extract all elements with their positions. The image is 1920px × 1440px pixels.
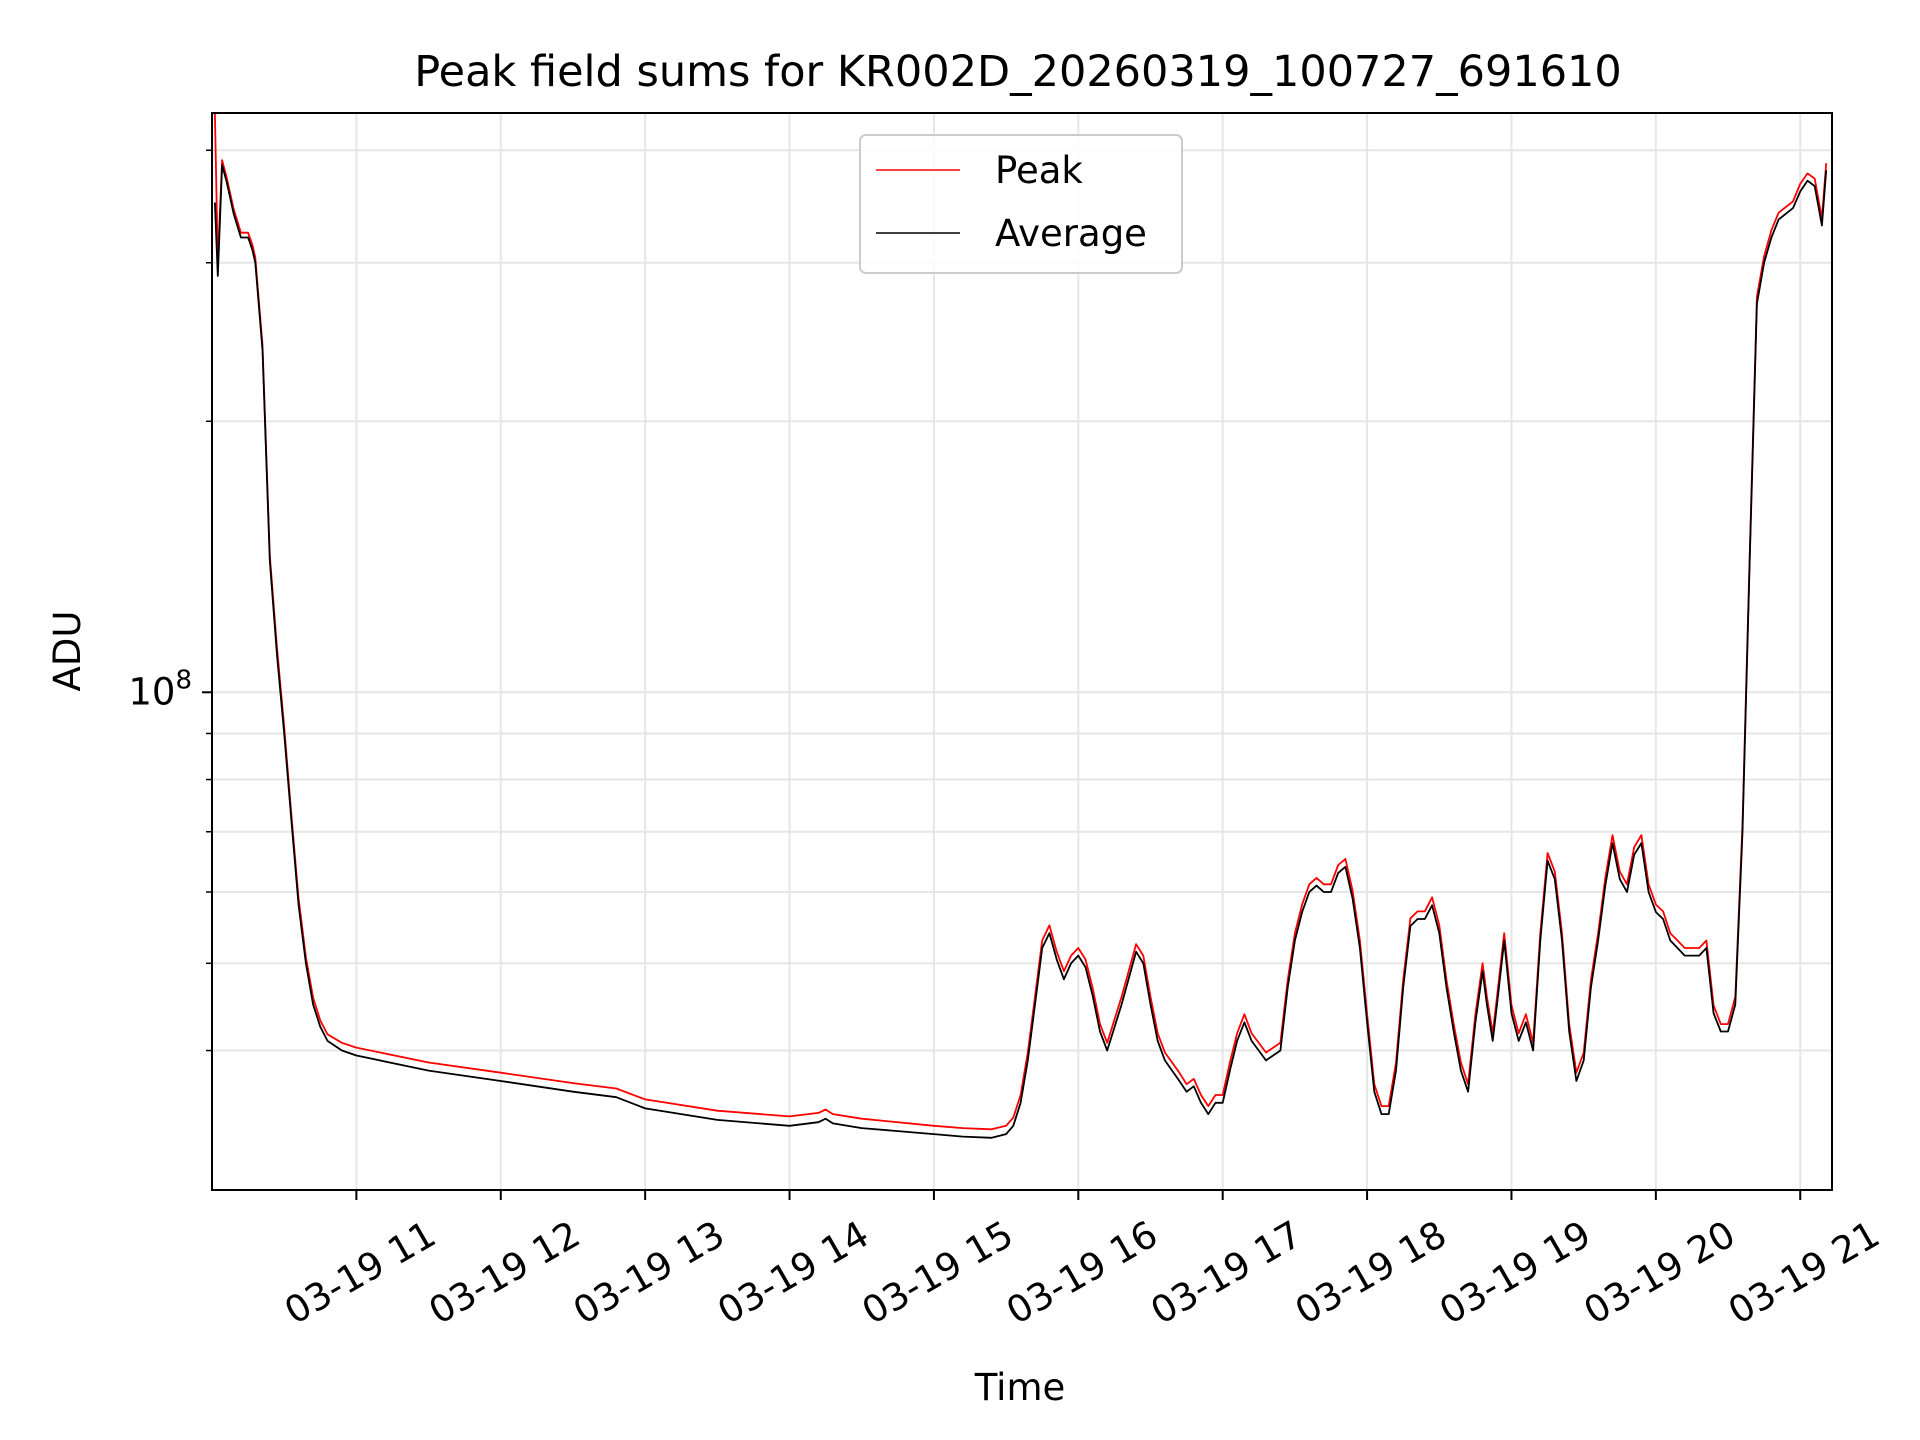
grid-lines [212, 113, 1832, 1190]
series-line-average [214, 164, 1828, 1139]
x-axis-label: Time [974, 1366, 1066, 1409]
legend: Peak Average [859, 134, 1183, 274]
series-line-peak [214, 113, 1828, 1131]
y-tick-label: 108 [128, 665, 192, 713]
legend-peak-label: Peak [995, 149, 1083, 192]
y-axis-ticks: 108 [128, 149, 212, 1052]
plot-area [214, 113, 1828, 1139]
axes-frame [211, 112, 1833, 1191]
legend-average-label: Average [995, 212, 1147, 255]
y-axis-label: ADU [46, 611, 89, 692]
chart-title: Peak field sums for KR002D_20260319_1007… [414, 47, 1622, 97]
